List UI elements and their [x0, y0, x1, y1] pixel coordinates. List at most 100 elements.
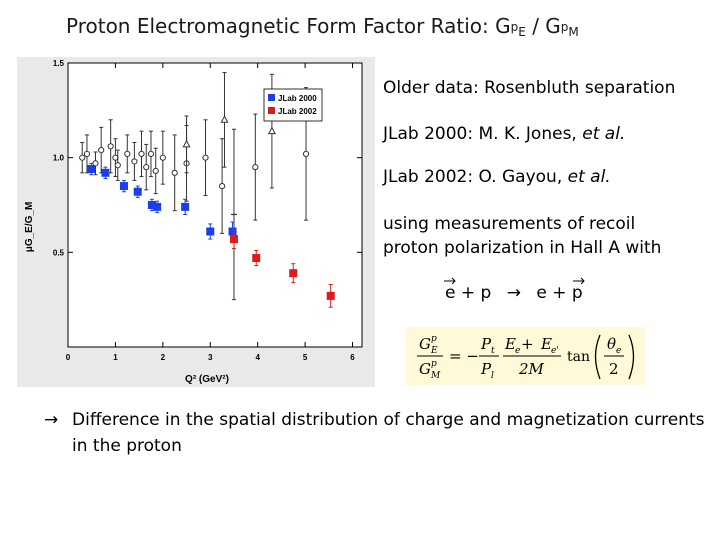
data-point-circle [152, 167, 159, 175]
title-sub-e: E [518, 25, 526, 39]
formula-theta: θ [607, 335, 616, 353]
data-point-square [252, 254, 261, 263]
data-point-circle [114, 162, 121, 169]
data-point-square [228, 227, 237, 236]
formula-paren-left [594, 334, 601, 380]
data-point-square [181, 202, 190, 211]
title-sup-p2: p [560, 20, 569, 34]
y-tick-label: 1.5 [53, 59, 65, 68]
formula-theta-sub: e [616, 346, 621, 356]
data-point-square [147, 201, 156, 209]
formula-pt: P [480, 335, 492, 353]
x-tick-label: 4 [255, 353, 260, 362]
x-tick-label: 0 [66, 353, 71, 362]
conclusion: → Difference in the spatial distribution… [44, 407, 720, 459]
annotation-method-line1: using measurements of recoil [383, 214, 636, 234]
data-point-square [87, 165, 96, 174]
vector-arrow-icon [444, 277, 456, 285]
data-point-circle [159, 154, 166, 161]
annotation-jlab2000-etal: et al. [582, 124, 626, 144]
formula-pl: P [480, 360, 492, 378]
data-point-triangle [182, 139, 191, 148]
formula-ee: E [504, 335, 516, 353]
data-point-circle [83, 150, 91, 157]
data-point-circle [138, 150, 145, 157]
slide-title: Proton Electromagnetic Form Factor Ratio… [66, 14, 579, 39]
data-point-circle [124, 150, 131, 157]
data-point-circle [171, 169, 178, 176]
reaction-electron-in: e [444, 277, 461, 303]
formula-equals: = − [449, 347, 479, 365]
data-point-circle [219, 182, 226, 190]
conclusion-text: Difference in the spatial distribution o… [72, 410, 705, 456]
x-tick-label: 2 [161, 353, 166, 362]
data-point-circle [79, 154, 86, 161]
y-axis-label: μG_E/G_M [24, 202, 35, 253]
formula-paren-right [628, 334, 635, 380]
title-text: Proton Electromagnetic Form Factor Ratio… [66, 14, 511, 38]
data-point-square [101, 168, 110, 177]
x-tick-label: 1 [113, 353, 118, 362]
data-point-square [153, 202, 162, 211]
formula-gm: G [419, 360, 431, 378]
legend-swatch-jlab2000 [268, 94, 275, 101]
annotation-older-data: Older data: Rosenbluth separation [383, 78, 676, 98]
formula-pl-sub: l [491, 371, 494, 381]
annotation-jlab2000: JLab 2000: M. K. Jones, et al. [383, 122, 625, 146]
legend-label-jlab2002: JLab 2002 [278, 107, 317, 116]
formula-pt-sub: t [491, 346, 495, 356]
formula-eep: E [540, 335, 552, 353]
data-point-circle [202, 154, 209, 161]
data-point-circle [143, 164, 150, 171]
data-point-square [229, 235, 238, 244]
legend-label-jlab2000: JLab 2000 [278, 94, 317, 103]
annotation-jlab2002: JLab 2002: O. Gayou, et al. [383, 165, 611, 189]
data-point-square [119, 182, 128, 191]
reaction-arrow: → [506, 283, 521, 303]
formula-box: G p E G p M = − P t P l E e + E e' 2M ta… [405, 327, 645, 385]
reaction-proton-out: + p [547, 277, 585, 303]
data-point-circle [147, 150, 155, 157]
reaction-plus-proton: + p [460, 283, 497, 303]
reaction-plus-proton-out: + p [552, 283, 583, 303]
data-point-circle [107, 143, 114, 150]
data-point-circle [131, 158, 138, 165]
formula-eep-sub: e' [551, 346, 559, 356]
data-point-square [289, 269, 298, 278]
formula-plus: + [521, 335, 534, 353]
annotation-jlab2000-text: JLab 2000: M. K. Jones, [383, 124, 583, 144]
data-point-circle [98, 146, 105, 154]
formula-two: 2 [609, 360, 619, 378]
annotation-method: using measurements of recoil proton pola… [383, 212, 661, 260]
formula-ge: G [419, 335, 431, 353]
reaction-e1: e [445, 283, 456, 303]
y-tick-label: 0.5 [53, 248, 65, 257]
data-point-square [326, 291, 335, 300]
formula-ge-sub: E [430, 346, 438, 356]
formula-gm-sup: p [431, 359, 437, 369]
chart-legend: JLab 2000 JLab 2002 [263, 88, 323, 122]
legend-swatch-jlab2002 [268, 107, 275, 114]
formula-2m: 2M [518, 360, 545, 378]
reaction-e2: e [530, 283, 547, 303]
data-point-square [206, 227, 215, 236]
formula-tan: tan [567, 349, 590, 365]
data-point-square [133, 187, 142, 196]
vector-arrow-icon [572, 277, 585, 285]
title-sub-m: M [568, 25, 579, 39]
conclusion-arrow-icon: → [44, 410, 59, 430]
x-tick-label: 3 [208, 353, 213, 362]
formula-ge-sup: p [431, 334, 437, 344]
data-point-circle [112, 154, 119, 161]
annotation-jlab2002-text: JLab 2002: O. Gayou, [383, 167, 568, 187]
x-tick-label: 6 [350, 353, 355, 362]
formula-gm-sub: M [430, 371, 441, 381]
x-axis-label: Q² (GeV²) [185, 374, 229, 385]
data-point-circle [252, 164, 259, 171]
formula-ee-sub: e [515, 346, 520, 356]
reaction-equation: e + p → e + p [444, 277, 585, 303]
annotation-method-line2: proton polarization in Hall A with [383, 238, 662, 258]
data-point-circle [302, 150, 310, 157]
annotation-jlab2002-etal: et al. [567, 167, 611, 187]
title-separator: / G [525, 14, 561, 38]
